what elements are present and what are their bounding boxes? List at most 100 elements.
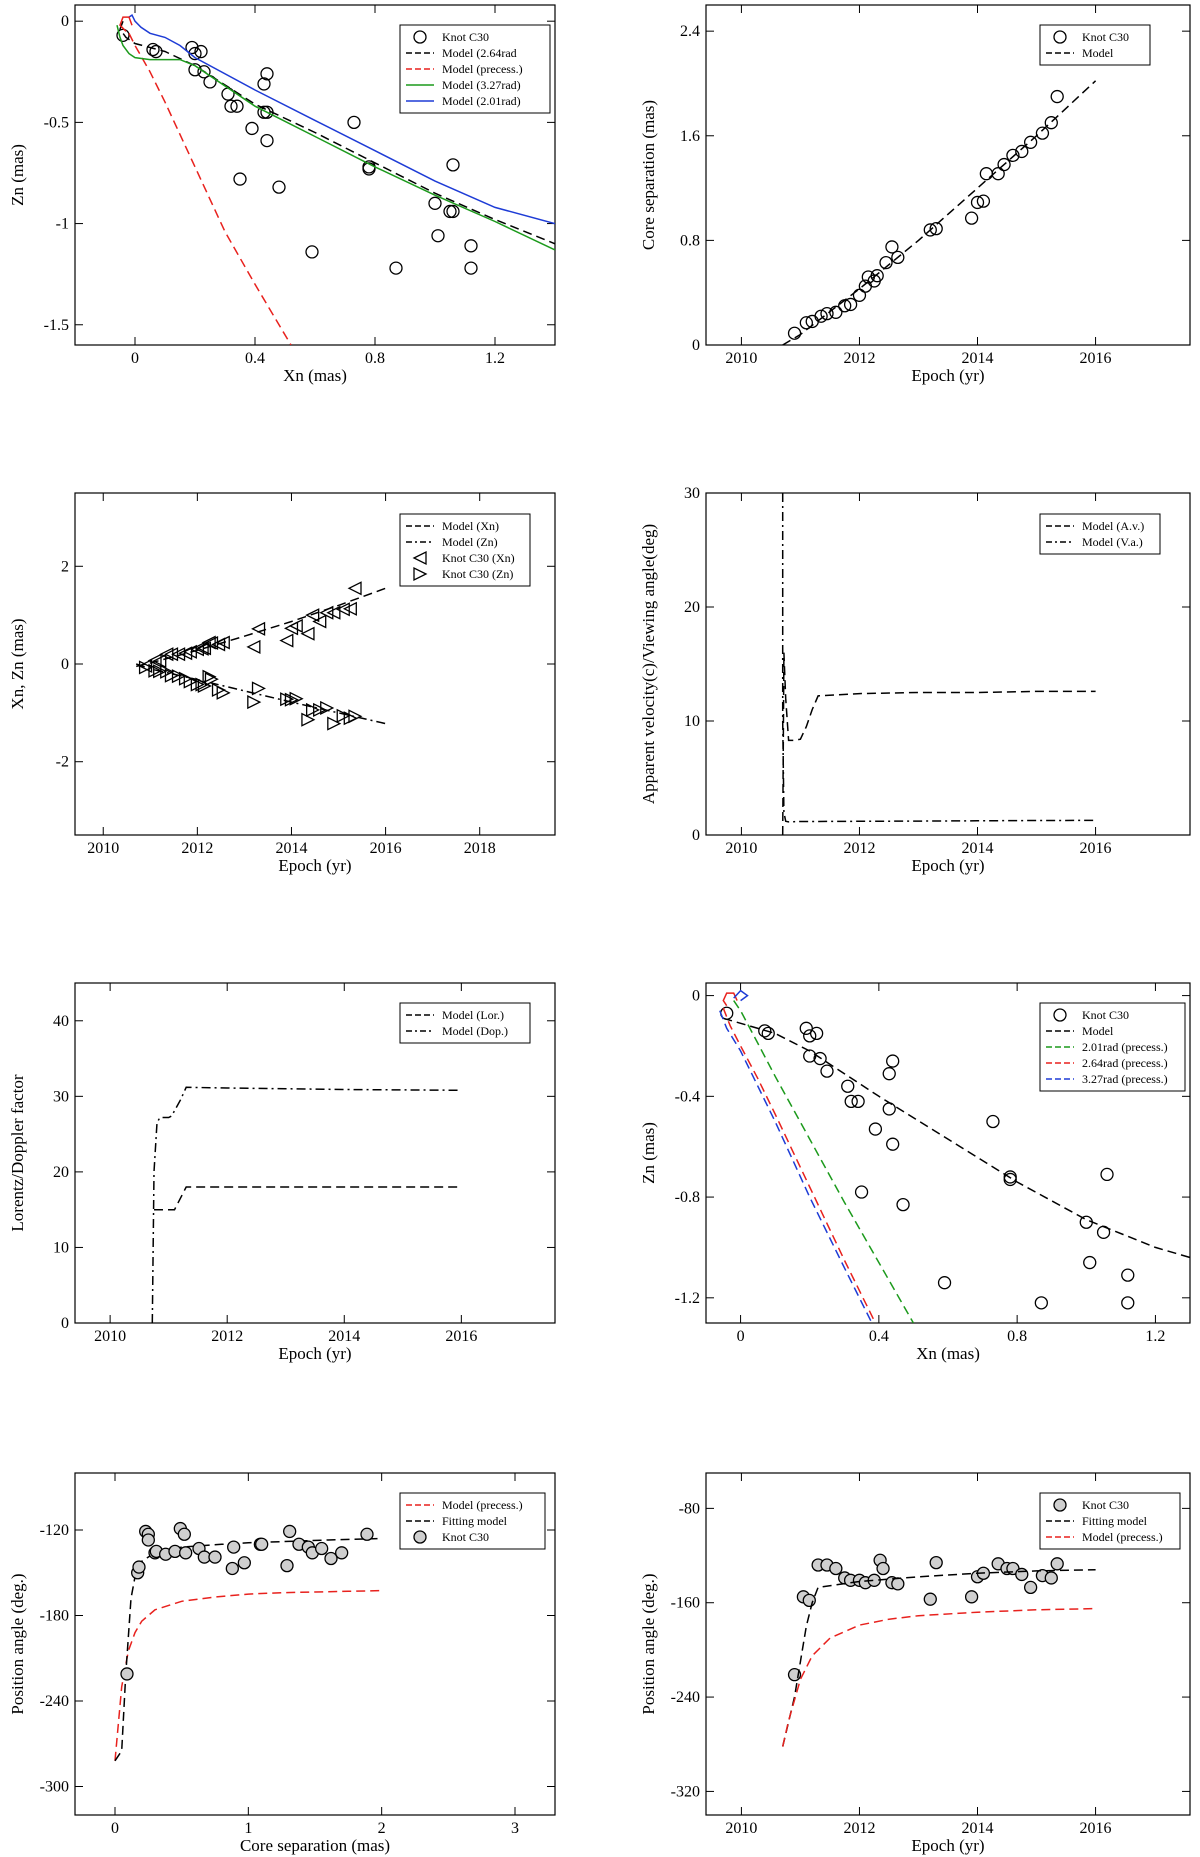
legend-label: Fitting model — [1082, 1514, 1148, 1528]
series-line-2 — [782, 80, 1097, 345]
data-point — [326, 605, 341, 620]
data-point — [237, 1556, 251, 1570]
x-tick-label: 2018 — [464, 840, 496, 857]
legend: Model (A.v.) Model (V.a.) — [1039, 513, 1161, 555]
data-point — [272, 180, 286, 194]
series-line-3 — [128, 32, 292, 345]
data-point — [464, 239, 478, 253]
x-tick-label: 2012 — [181, 840, 213, 857]
y-tick-label: -2 — [56, 754, 69, 771]
x-tick-label: 2014 — [962, 1820, 994, 1837]
legend-label: Knot C30 — [1082, 1008, 1129, 1022]
y-tick-label: -240 — [671, 1689, 700, 1706]
series-line-2 — [781, 493, 1096, 823]
x-tick-label: 1.2 — [485, 350, 505, 367]
x-axis-title: Core separation (mas) — [240, 1836, 390, 1855]
chart-panel-4: 2010 2012 2014 2016 0 10 20 30 Epoch (yr) Apparen… — [639, 485, 1191, 875]
data-point — [320, 700, 335, 716]
data-point — [879, 255, 893, 270]
legend-label: 3.27rad (precess.) — [1082, 1072, 1168, 1086]
data-point — [215, 635, 230, 650]
y-tick-label: 10 — [53, 1239, 69, 1256]
data-point — [312, 614, 327, 629]
legend: Knot C30 Model — [1039, 24, 1151, 66]
x-tick-label: 0.8 — [365, 350, 385, 367]
y-tick-label: -320 — [671, 1783, 700, 1800]
data-point — [347, 581, 362, 596]
data-point — [197, 65, 211, 79]
legend-label: Model (Lor.) — [442, 1008, 504, 1022]
data-point — [758, 1024, 772, 1038]
y-tick-label: 0 — [61, 13, 69, 30]
y-tick-label: 10 — [684, 713, 700, 730]
data-point — [885, 240, 899, 254]
data-point — [923, 223, 937, 237]
data-point — [1100, 1167, 1114, 1182]
data-point — [300, 626, 315, 641]
data-point — [761, 1026, 775, 1041]
x-tick-label: 1 — [244, 1820, 252, 1837]
y-tick-label: -300 — [40, 1779, 69, 1796]
x-tick-label: 2014 — [275, 840, 307, 857]
data-point — [221, 87, 235, 101]
plot-frame — [705, 982, 1191, 1324]
data-point — [120, 1667, 134, 1681]
data-point — [937, 1276, 952, 1290]
data-point — [132, 1560, 146, 1574]
data-point — [289, 691, 304, 706]
data-point — [1121, 1268, 1135, 1282]
data-point — [164, 647, 179, 662]
x-tick-label: 2010 — [725, 350, 757, 367]
data-point — [1050, 89, 1064, 104]
y-tick-label: 30 — [684, 485, 700, 502]
legend-label: Fitting model — [442, 1514, 508, 1528]
plot-area — [151, 1086, 462, 1323]
data-point — [177, 1527, 191, 1541]
data-point — [886, 1137, 900, 1151]
data-point — [305, 702, 321, 717]
data-point — [1023, 1580, 1038, 1595]
chart-panel-7: 0 1 2 3 -120 -180 -240 -300 Core separation (mas… — [8, 1472, 556, 1855]
legend-label: Knot C30 — [442, 1530, 489, 1544]
y-axis-title: Xn, Zn (mas) — [8, 618, 27, 709]
data-point — [196, 641, 212, 656]
y-tick-label: 0 — [692, 827, 700, 844]
legend-label: Model (Zn) — [442, 535, 498, 549]
data-point — [886, 1054, 900, 1068]
data-point — [851, 1094, 865, 1109]
data-point — [280, 1558, 294, 1573]
data-point — [803, 1049, 817, 1063]
y-axis-title: Apparent velocity(c)/Viewing angle(deg) — [639, 524, 658, 804]
data-point — [854, 1185, 869, 1199]
series-line-1 — [136, 587, 386, 668]
series-line-4 — [722, 1007, 877, 1323]
data-point — [970, 195, 985, 210]
y-axis-title: Zn (mas) — [639, 1122, 658, 1184]
x-tick-label: 2010 — [725, 840, 757, 857]
y-axis-title: Position angle (deg.) — [639, 1573, 658, 1714]
data-point — [257, 77, 271, 91]
y-tick-label: -1.5 — [44, 317, 69, 334]
data-point — [841, 1079, 855, 1093]
series-line-2 — [723, 1017, 1190, 1259]
y-tick-label: 2 — [61, 558, 69, 575]
data-point — [829, 1561, 843, 1576]
series-line-2 — [119, 20, 555, 245]
y-tick-label: -180 — [40, 1608, 69, 1625]
data-point — [183, 674, 198, 689]
data-point — [964, 211, 979, 225]
data-point — [247, 695, 262, 710]
data-point — [843, 297, 858, 312]
plot-area — [135, 581, 386, 731]
legend-label: Model (A.v.) — [1082, 519, 1144, 533]
x-tick-label: 0 — [737, 1328, 745, 1345]
y-tick-label: -80 — [679, 1500, 700, 1517]
plot-frame — [74, 982, 556, 1324]
legend-label: Model (2.64rad — [442, 46, 517, 60]
x-tick-label: 3 — [511, 1820, 519, 1837]
data-point — [1035, 126, 1050, 140]
y-tick-label: 20 — [53, 1164, 69, 1181]
plot-area — [782, 80, 1097, 345]
x-tick-label: 2014 — [962, 350, 994, 367]
